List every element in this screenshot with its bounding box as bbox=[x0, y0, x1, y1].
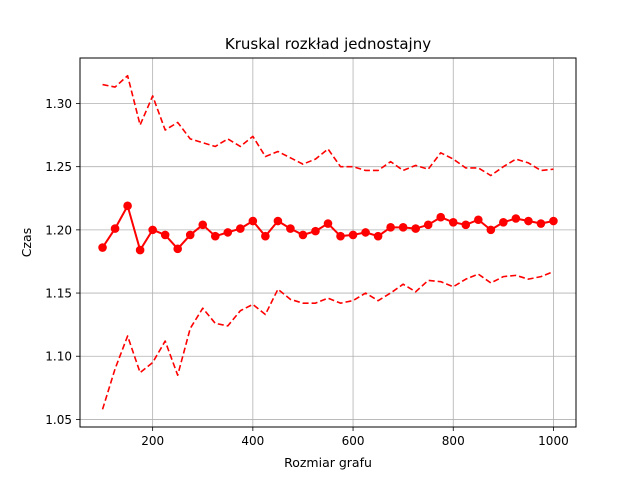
data-point bbox=[423, 220, 433, 230]
data-point bbox=[499, 217, 508, 227]
upper-bound-series-line bbox=[102, 74, 554, 177]
data-point bbox=[185, 230, 195, 240]
lower-bound-series-line bbox=[101, 270, 554, 410]
data-point bbox=[386, 223, 395, 232]
data-point bbox=[110, 224, 120, 233]
data-point bbox=[210, 231, 220, 241]
y-tick-label: 1.30 bbox=[45, 97, 72, 111]
x-tick-label: 1000 bbox=[538, 434, 569, 448]
y-tick-label: 1.15 bbox=[45, 287, 72, 301]
x-tick-label: 200 bbox=[141, 434, 164, 448]
data-point bbox=[198, 220, 208, 230]
y-tick-label: 1.20 bbox=[45, 223, 72, 237]
data-point bbox=[261, 231, 270, 241]
data-point bbox=[236, 224, 245, 233]
data-point bbox=[348, 230, 358, 240]
x-tick-label: 400 bbox=[241, 434, 264, 448]
data-point bbox=[511, 214, 521, 223]
data-point bbox=[361, 228, 370, 237]
series-layer bbox=[98, 74, 558, 410]
data-point bbox=[311, 226, 320, 236]
y-tick-label: 1.25 bbox=[45, 160, 72, 174]
x-tick-label: 800 bbox=[442, 434, 465, 448]
data-point bbox=[474, 215, 483, 225]
tick-layer: 200 400 600 800 1000 1.05 1.10 1.15 1.20 1.25 1.30 bbox=[45, 97, 568, 448]
grid bbox=[80, 58, 576, 427]
data-point bbox=[524, 216, 533, 226]
data-point bbox=[98, 243, 107, 252]
data-point bbox=[398, 223, 408, 232]
data-point bbox=[123, 201, 132, 211]
data-point bbox=[448, 217, 458, 227]
data-point bbox=[223, 228, 233, 237]
data-point bbox=[436, 212, 446, 222]
data-point bbox=[160, 230, 170, 240]
data-point bbox=[148, 225, 157, 235]
x-tick-label: 600 bbox=[342, 434, 365, 448]
data-point bbox=[486, 225, 496, 235]
data-point bbox=[461, 220, 471, 230]
data-point bbox=[336, 231, 345, 241]
x-axis-label: Rozmiar grafu bbox=[284, 455, 372, 470]
plot-frame bbox=[79, 57, 577, 428]
data-point bbox=[135, 245, 145, 255]
y-tick-label: 1.10 bbox=[45, 350, 72, 364]
y-tick-label: 1.05 bbox=[45, 413, 72, 427]
data-point bbox=[273, 216, 283, 226]
data-point bbox=[298, 230, 308, 240]
data-point bbox=[248, 216, 258, 226]
data-point bbox=[323, 219, 333, 228]
y-axis-label: Czas bbox=[19, 228, 34, 257]
data-point bbox=[536, 219, 546, 228]
chart-title: Kruskal rozkład jednostajny bbox=[225, 35, 431, 53]
data-point bbox=[173, 244, 182, 254]
data-point bbox=[411, 224, 420, 233]
data-point bbox=[549, 216, 558, 226]
data-point bbox=[286, 224, 295, 233]
data-point bbox=[373, 231, 383, 241]
